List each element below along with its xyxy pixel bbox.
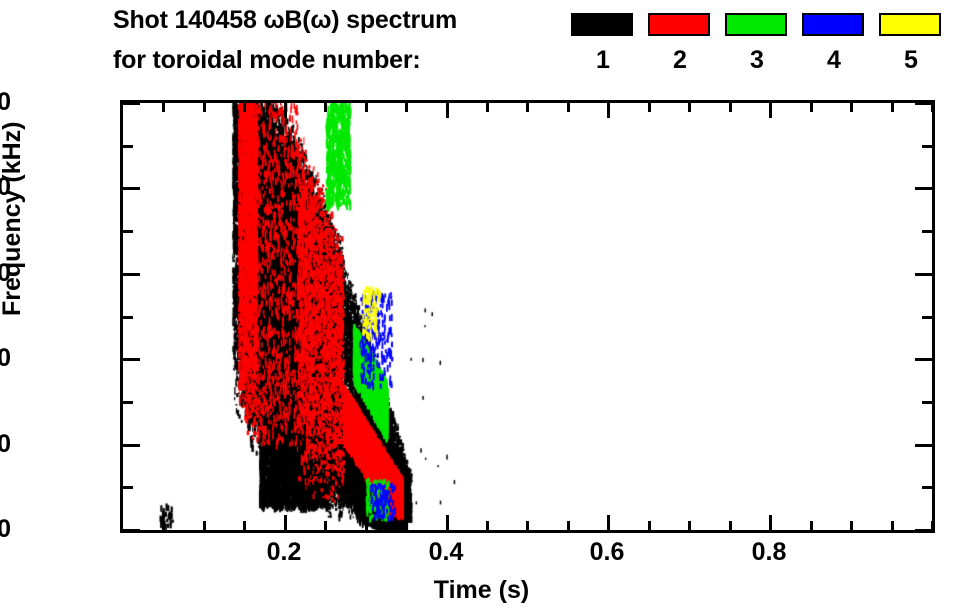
legend-item-1: 1 — [571, 13, 635, 73]
x-tick — [769, 103, 772, 118]
y-axis-tick-label: 40 — [0, 344, 11, 372]
y-axis-tick-label: 100 — [0, 88, 11, 116]
y-tick — [915, 444, 932, 447]
y-tick — [915, 358, 932, 361]
x-tick — [324, 521, 327, 530]
figure-title-line-2: for toroidal mode number: — [113, 46, 421, 74]
x-tick — [688, 521, 691, 530]
figure-title-line-1: Shot 140458 ωB(ω) spectrum — [113, 6, 458, 34]
x-tick — [810, 103, 813, 112]
x-tick — [850, 103, 853, 112]
plot-area — [120, 100, 935, 533]
x-tick — [203, 103, 206, 112]
legend-label-3: 3 — [750, 46, 764, 74]
legend-label-5: 5 — [904, 46, 918, 74]
x-tick — [486, 521, 489, 530]
y-tick — [123, 145, 133, 148]
y-tick — [123, 187, 140, 190]
x-tick — [850, 521, 853, 530]
x-axis-tick-label: 0.4 — [428, 538, 464, 566]
x-axis-tick-label: 0.2 — [266, 538, 302, 566]
x-axis-title: Time (s) — [433, 576, 530, 604]
x-tick — [243, 521, 246, 530]
x-tick — [526, 521, 529, 530]
y-tick — [915, 102, 932, 105]
y-tick — [123, 230, 133, 233]
x-tick — [810, 521, 813, 530]
x-tick — [607, 515, 610, 530]
legend-swatch-2 — [648, 13, 710, 36]
legend-item-4: 4 — [802, 13, 866, 73]
x-tick — [648, 521, 651, 530]
x-tick — [688, 103, 691, 112]
y-tick — [922, 316, 932, 319]
y-axis-tick-label: 60 — [0, 259, 11, 287]
x-tick — [365, 521, 368, 530]
legend-item-5: 5 — [879, 13, 943, 73]
spectrogram-data-layer — [123, 103, 932, 530]
x-tick — [243, 103, 246, 112]
x-tick — [284, 103, 287, 118]
y-tick — [922, 401, 932, 404]
legend-item-3: 3 — [725, 13, 789, 73]
x-tick — [446, 515, 449, 530]
y-tick — [922, 145, 932, 148]
y-tick — [123, 316, 133, 319]
x-tick — [567, 103, 570, 112]
y-axis-tick-label: 0 — [0, 515, 11, 543]
y-tick — [922, 230, 932, 233]
x-tick — [405, 521, 408, 530]
y-tick — [123, 486, 133, 489]
x-tick — [365, 103, 368, 112]
y-tick — [123, 358, 140, 361]
legend: 1 2 3 4 5 — [571, 13, 963, 89]
x-tick — [729, 521, 732, 530]
x-axis-tick-label: 0.8 — [751, 538, 787, 566]
x-tick — [729, 103, 732, 112]
y-tick — [123, 102, 140, 105]
x-tick — [891, 521, 894, 530]
x-axis-tick-label: 0.6 — [589, 538, 625, 566]
x-tick — [162, 521, 165, 530]
y-tick — [123, 444, 140, 447]
x-tick — [567, 521, 570, 530]
x-tick — [324, 103, 327, 112]
x-tick — [284, 515, 287, 530]
x-tick — [203, 521, 206, 530]
y-tick — [123, 401, 133, 404]
x-tick — [405, 103, 408, 112]
legend-item-2: 2 — [648, 13, 712, 73]
y-tick — [915, 529, 932, 532]
y-tick — [123, 273, 140, 276]
x-tick — [648, 103, 651, 112]
x-tick — [891, 103, 894, 112]
legend-label-2: 2 — [673, 46, 687, 74]
x-tick — [607, 103, 610, 118]
legend-swatch-1 — [571, 13, 633, 36]
y-tick — [915, 273, 932, 276]
x-tick — [931, 103, 934, 112]
legend-label-1: 1 — [596, 46, 610, 74]
y-tick — [922, 486, 932, 489]
x-tick — [931, 521, 934, 530]
legend-swatch-5 — [879, 13, 941, 36]
legend-swatch-3 — [725, 13, 787, 36]
y-tick — [123, 529, 140, 532]
y-axis-tick-label: 80 — [0, 173, 11, 201]
x-tick — [486, 103, 489, 112]
x-tick — [769, 515, 772, 530]
x-tick — [162, 103, 165, 112]
x-tick — [526, 103, 529, 112]
legend-label-4: 4 — [827, 46, 841, 74]
y-tick — [915, 187, 932, 190]
x-tick — [446, 103, 449, 118]
legend-swatch-4 — [802, 13, 864, 36]
y-axis-tick-label: 20 — [0, 430, 11, 458]
